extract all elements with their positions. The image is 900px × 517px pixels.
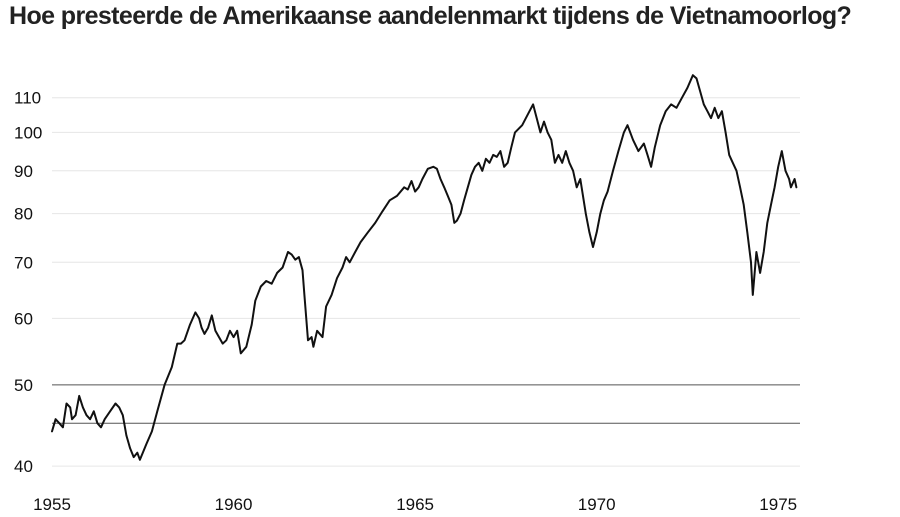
chart-title: Hoe presteerde de Amerikaanse aandelenma…	[9, 2, 852, 30]
series-line	[51, 74, 798, 461]
series-group	[51, 74, 798, 461]
x-tick-label: 1975	[759, 495, 797, 514]
gridlines	[52, 97, 800, 467]
y-tick-label: 50	[14, 376, 33, 395]
x-tick-label: 1955	[33, 495, 71, 514]
reference-lines	[52, 384, 800, 424]
x-tick-label: 1965	[396, 495, 434, 514]
y-tick-label: 100	[14, 123, 42, 142]
x-axis-tick-labels: 1955 1960 1965 1970 1975	[33, 495, 797, 514]
x-tick-label: 1960	[215, 495, 253, 514]
y-tick-label: 60	[14, 309, 33, 328]
y-tick-label: 110	[14, 89, 41, 108]
y-tick-label: 90	[14, 162, 33, 181]
x-tick-label: 1970	[578, 495, 616, 514]
y-axis-tick-labels: 40 50 60 70 80 90 100 110	[14, 89, 42, 476]
y-tick-label: 80	[14, 205, 33, 224]
y-tick-label: 70	[14, 253, 33, 272]
y-tick-label: 40	[14, 457, 33, 476]
